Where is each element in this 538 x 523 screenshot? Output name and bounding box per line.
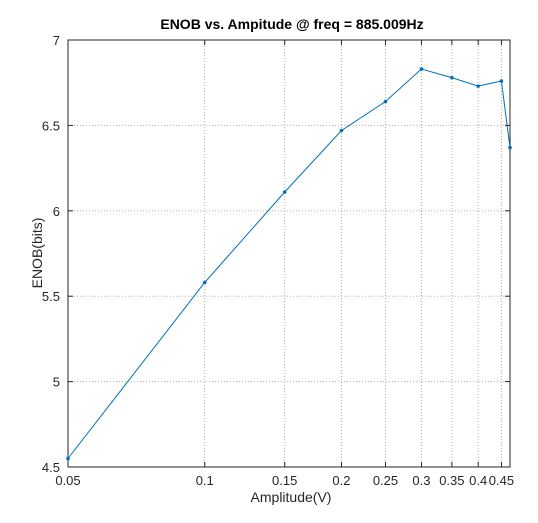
y-tick-label: 6.5 bbox=[42, 118, 60, 133]
x-tick-label: 0.45 bbox=[489, 473, 514, 488]
y-axis-ticks: 4.5 5 5.5 6 6.5 7 bbox=[42, 33, 510, 475]
x-tick-label: 0.2 bbox=[332, 473, 350, 488]
data-point bbox=[66, 456, 70, 461]
data-point bbox=[419, 67, 424, 71]
data-series bbox=[66, 67, 512, 461]
x-tick-label: 0.35 bbox=[439, 473, 464, 488]
x-tick-label: 0.05 bbox=[55, 473, 80, 488]
x-tick-label: 0.3 bbox=[412, 473, 430, 488]
y-tick-label: 4.5 bbox=[42, 460, 60, 475]
grid bbox=[68, 40, 510, 467]
plot-area-frame bbox=[67, 39, 511, 468]
data-point bbox=[508, 145, 512, 150]
y-tick-label: 5 bbox=[53, 375, 60, 390]
x-tick-label: 0.4 bbox=[469, 473, 487, 488]
y-tick-label: 7 bbox=[53, 33, 60, 48]
chart-title: ENOB vs. Ampitude @ freq = 885.009Hz bbox=[160, 16, 423, 32]
data-point bbox=[499, 79, 504, 83]
x-tick-label: 0.15 bbox=[272, 473, 297, 488]
data-point bbox=[202, 280, 207, 285]
y-axis-label: ENOB(bits) bbox=[29, 218, 45, 289]
x-axis-ticks: 0.05 0.1 0.15 0.2 0.25 0.3 0.35 0.4 0.45 bbox=[55, 40, 514, 488]
data-point bbox=[339, 128, 344, 133]
y-tick-label: 5.5 bbox=[42, 289, 60, 304]
x-axis-label: Amplitude(V) bbox=[251, 489, 332, 505]
data-point bbox=[476, 84, 480, 88]
series-line bbox=[67, 68, 511, 459]
x-tick-label: 0.25 bbox=[373, 473, 398, 488]
data-point bbox=[383, 99, 388, 104]
x-tick-label: 0.1 bbox=[196, 473, 214, 488]
data-point bbox=[282, 190, 287, 194]
data-point bbox=[450, 75, 454, 80]
y-tick-label: 6 bbox=[53, 204, 60, 219]
